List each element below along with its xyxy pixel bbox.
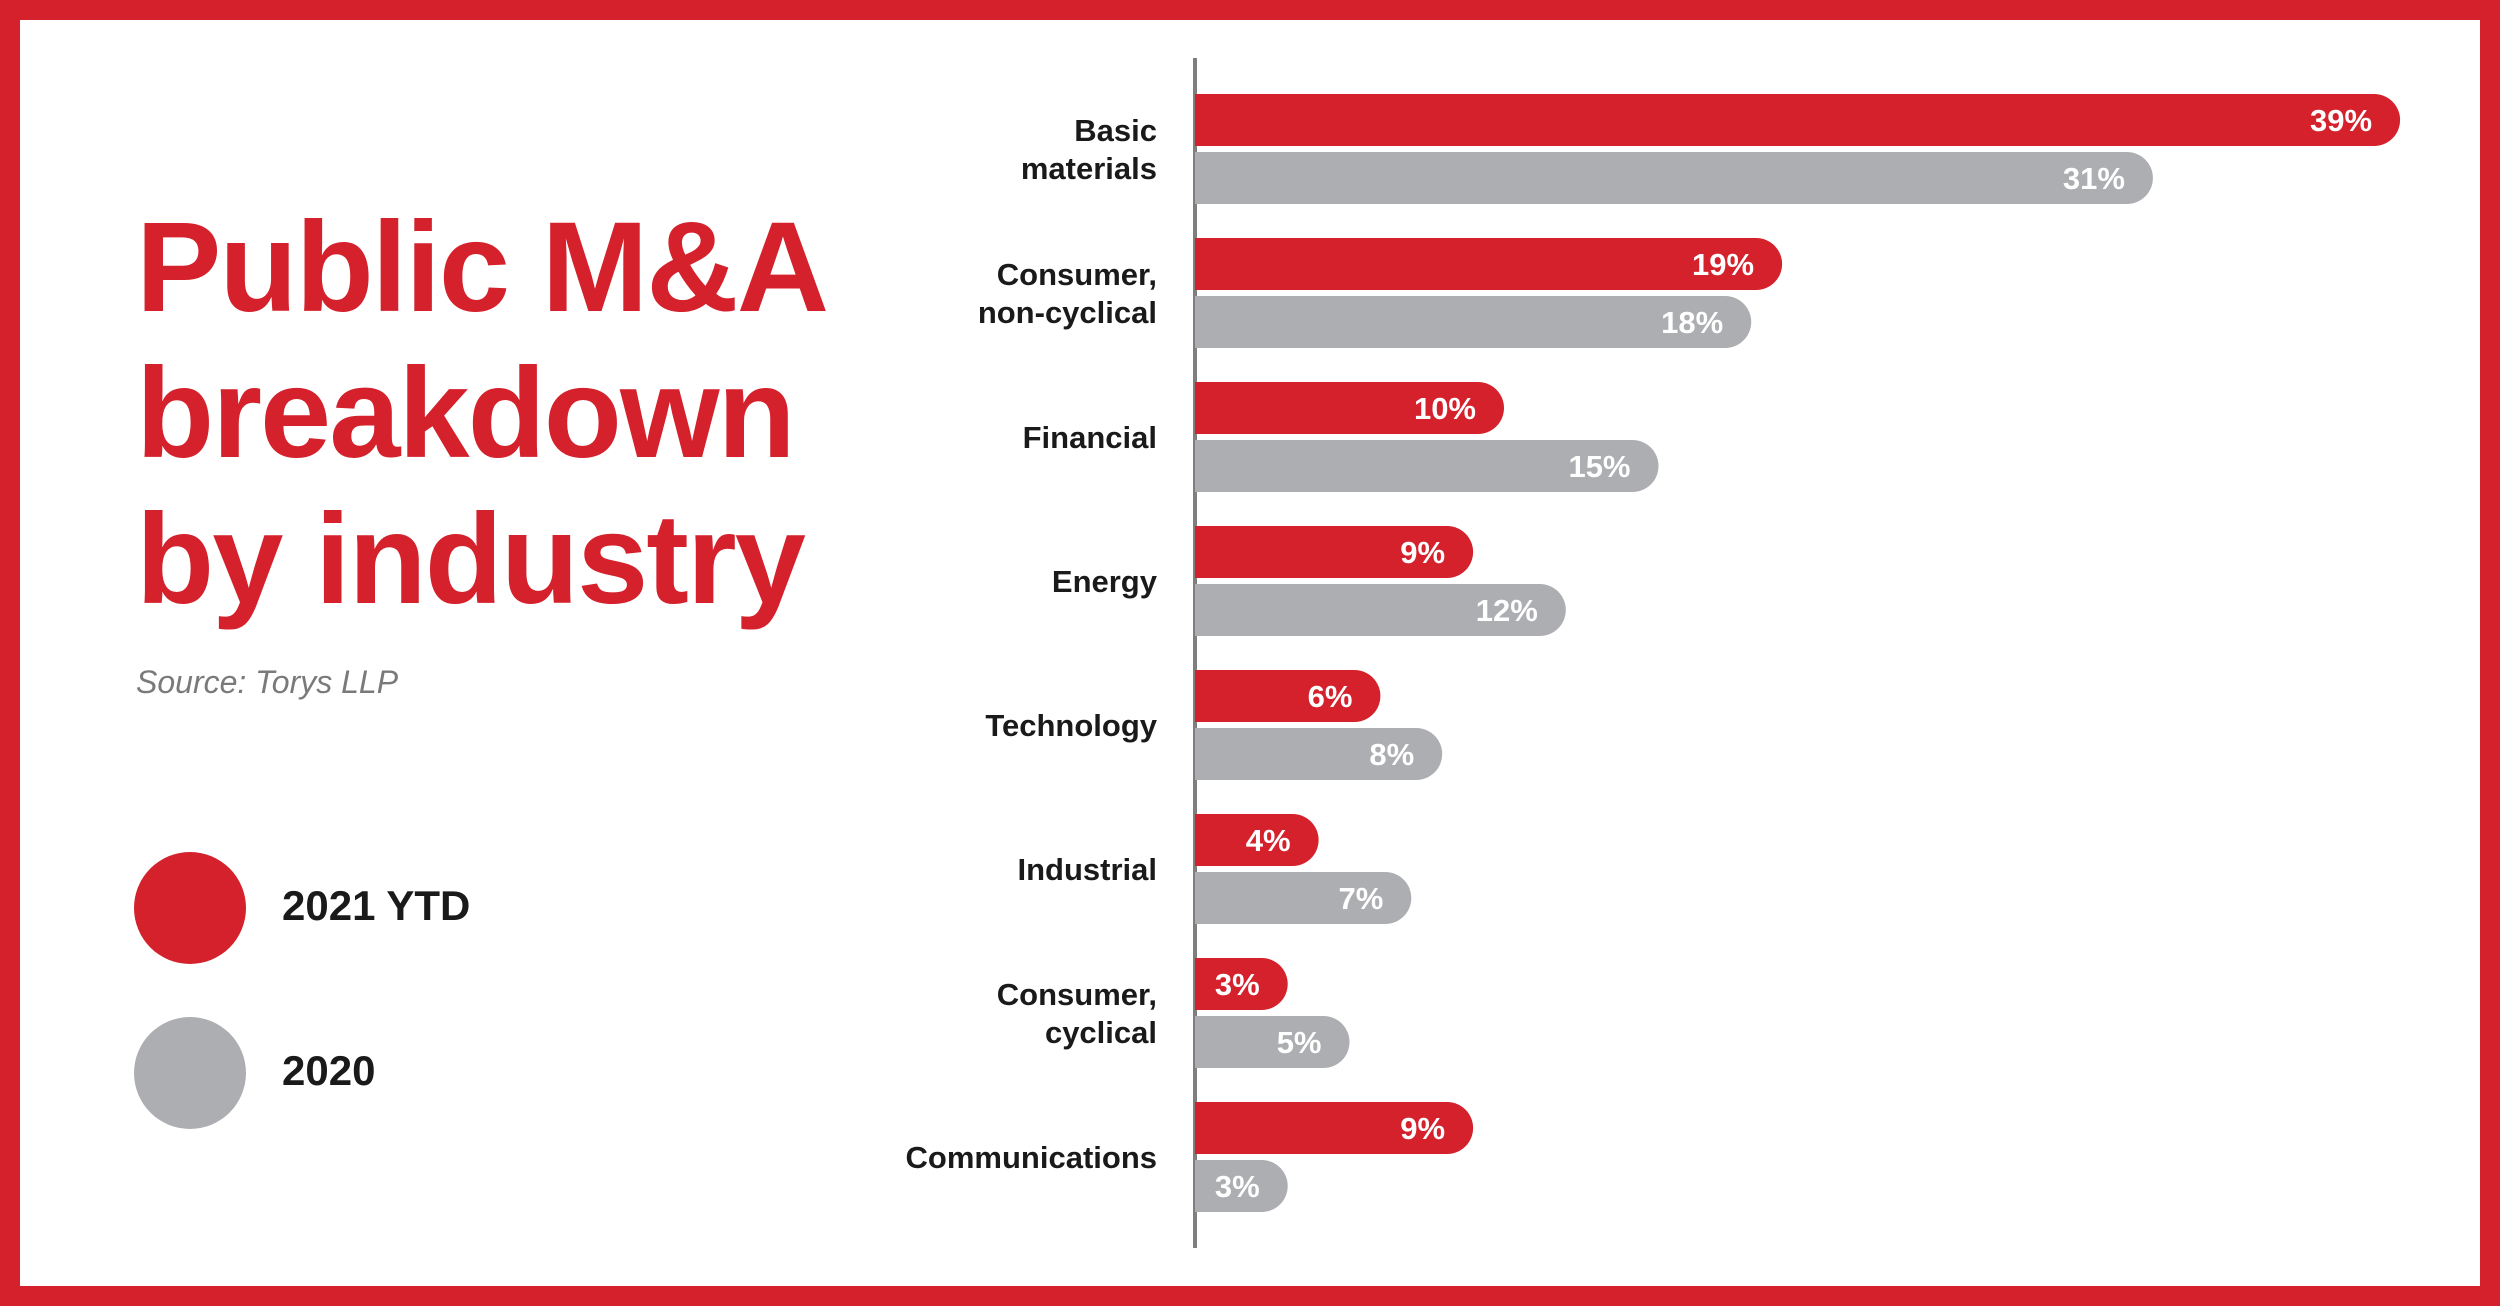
data-label-2020-0: 31% [2063,161,2125,196]
legend-swatch-2020 [134,1017,246,1129]
data-label-2021-ytd-7: 9% [1400,1111,1445,1146]
data-label-2020-7: 3% [1215,1169,1260,1204]
chart-title: Public M&A breakdown by industry [136,195,829,633]
bar-2021-ytd-6 [1195,958,1288,1010]
data-label-2021-ytd-0: 39% [2310,103,2372,138]
category-label-7-line-0: Communications [906,1140,1157,1175]
bar-2021-ytd-7 [1195,1102,1474,1154]
bar-2021-ytd-0 [1195,94,2401,146]
bar-2020-7 [1195,1160,1288,1212]
category-label-4-line-0: Technology [985,708,1157,743]
category-label-6-line-0: Consumer, [997,977,1157,1012]
title-line-2: breakdown [136,342,796,485]
data-label-2020-2: 15% [1568,449,1630,484]
bar-2020-5 [1195,872,1412,924]
category-label-6-line-1: cyclical [1045,1015,1157,1050]
title-line-1: Public M&A [136,196,829,339]
data-label-2020-1: 18% [1661,305,1723,340]
data-label-2021-ytd-3: 9% [1400,535,1445,570]
data-label-2021-ytd-5: 4% [1246,823,1291,858]
bar-2020-1 [1195,296,1752,348]
bar-2020-6 [1195,1016,1350,1068]
legend-swatch-2021-ytd [134,852,246,964]
category-label-3-line-0: Energy [1052,564,1158,599]
data-label-2021-ytd-4: 6% [1308,679,1353,714]
bar-2021-ytd-1 [1195,238,1783,290]
category-label-1-line-0: Consumer, [997,257,1157,292]
category-label-2-line-0: Financial [1023,420,1157,455]
category-label-0-line-0: Basic [1074,113,1157,148]
data-label-2020-6: 5% [1277,1025,1322,1060]
bar-2020-2 [1195,440,1659,492]
bar-2021-ytd-5 [1195,814,1319,866]
bar-2021-ytd-2 [1195,382,1504,434]
legend-label-2021-ytd: 2021 YTD [282,882,471,929]
data-label-2021-ytd-6: 3% [1215,967,1260,1002]
bar-2020-4 [1195,728,1443,780]
bar-2021-ytd-3 [1195,526,1474,578]
data-label-2020-3: 12% [1476,593,1538,628]
category-label-5-line-0: Industrial [1017,852,1157,887]
title-line-3: by industry [136,488,806,631]
data-label-2021-ytd-1: 19% [1692,247,1754,282]
data-label-2021-ytd-2: 10% [1414,391,1476,426]
data-label-2020-5: 7% [1338,881,1383,916]
data-label-2020-4: 8% [1369,737,1414,772]
legend-label-2020: 2020 [282,1047,376,1094]
bar-2021-ytd-4 [1195,670,1381,722]
bar-2020-0 [1195,152,2153,204]
bar-2020-3 [1195,584,1566,636]
category-label-1-line-1: non-cyclical [978,295,1157,330]
category-label-0-line-1: materials [1021,151,1157,186]
source-note: Source: Torys LLP [136,664,399,700]
